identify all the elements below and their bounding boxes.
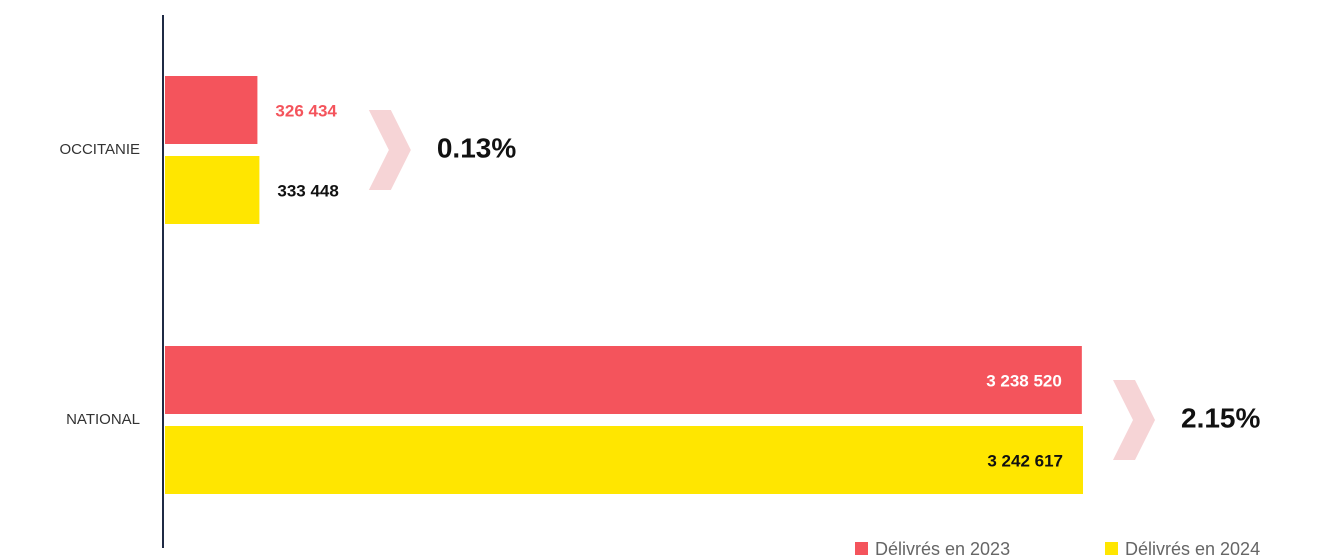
value-label: 3 238 520	[986, 371, 1062, 390]
category-label: NATIONAL	[66, 411, 140, 428]
legend-swatch	[1105, 542, 1118, 555]
category-label: OCCITANIE	[59, 141, 140, 158]
bar	[165, 76, 258, 144]
annotation: 2.15%	[1181, 402, 1260, 433]
annotation: 0.13%	[437, 132, 516, 163]
legend-label: Délivrés en 2023	[875, 539, 1010, 559]
value-label: 326 434	[275, 101, 337, 120]
chevron	[368, 110, 411, 190]
bar	[165, 346, 1082, 414]
legend-swatch	[855, 542, 868, 555]
value-label: 3 242 617	[987, 451, 1063, 470]
legend-label: Délivrés en 2024	[1125, 539, 1260, 559]
chevron	[1113, 380, 1155, 460]
bar	[165, 426, 1083, 494]
value-label: 333 448	[277, 181, 338, 200]
bar	[165, 156, 260, 224]
